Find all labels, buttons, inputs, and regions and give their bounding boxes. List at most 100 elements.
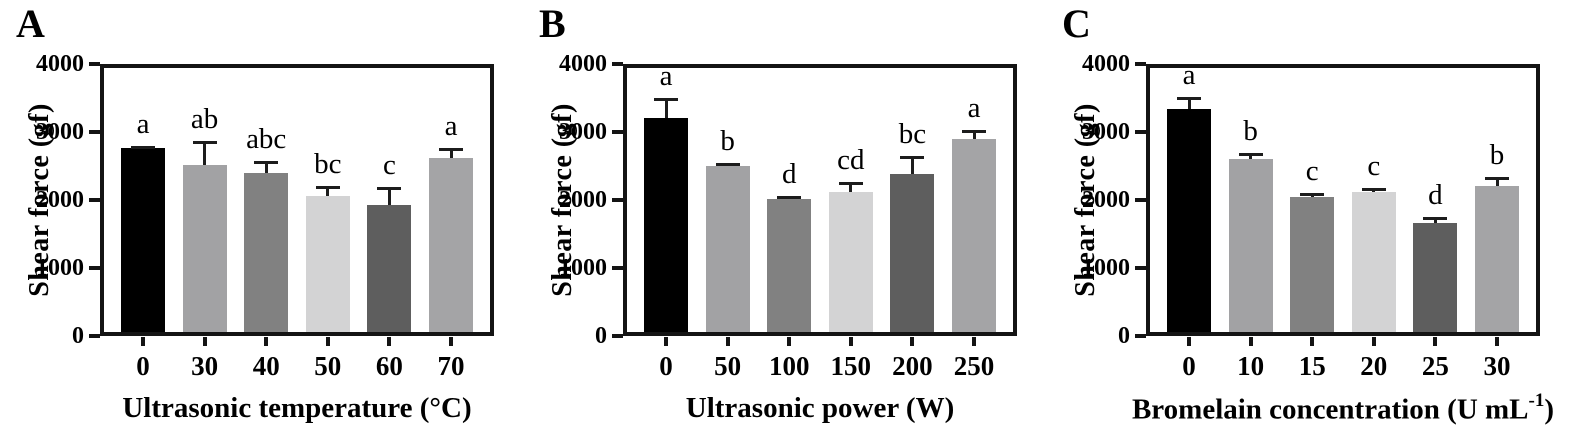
bar-B-50 (705, 166, 750, 336)
error-bar-line-C-25 (1433, 217, 1437, 224)
y-axis-tick-label-1000: 1000 (36, 255, 84, 281)
error-bar-cap-A-50 (315, 185, 340, 189)
significance-letter-C-25: d (1428, 179, 1443, 211)
significance-letter-C-15: c (1305, 154, 1319, 187)
significance-letter-B-200: bc (898, 118, 927, 151)
x-axis-tick-label-C-0: 0 (1182, 351, 1196, 381)
y-axis-tick-label-4000: 4000 (559, 51, 607, 77)
error-bar-line-B-150 (849, 182, 853, 192)
bar-B-100 (767, 199, 812, 336)
significance-letter-A-30: ab (190, 103, 219, 136)
bar-C-25 (1413, 223, 1458, 336)
panel-b-label: B (539, 1, 566, 46)
error-bar-cap-A-60 (377, 187, 402, 191)
bar-A-30 (182, 165, 227, 336)
significance-letter-A-70: a (444, 109, 458, 142)
error-bar-cap-A-30 (192, 141, 217, 145)
x-axis-tick-C-0 (1187, 337, 1191, 346)
significance-letter-A-40: abc (246, 122, 287, 155)
significance-letter-A-0: a (136, 107, 150, 140)
y-axis-tick-3000 (89, 130, 100, 134)
significance-letter-C-0: a (1182, 58, 1196, 91)
panel-a-plot-area: a ab abc bc c a (100, 64, 494, 336)
panel-a: A Shear force (gf) a ab abc bc c a Ultrasonic… (0, 0, 523, 443)
x-axis-tick-B-0 (664, 337, 668, 346)
x-axis-tick-A-0 (141, 337, 145, 346)
error-bar-cap-C-25 (1423, 217, 1448, 220)
significance-letter-A-50: bc (314, 147, 342, 180)
error-bar-cap-B-50 (715, 162, 740, 166)
x-axis-tick-C-25 (1433, 337, 1438, 346)
error-bar-cap-C-30 (1485, 176, 1509, 180)
error-bar-cap-A-0 (131, 145, 155, 149)
x-axis-tick-label-B-50: 50 (714, 351, 742, 381)
y-axis-tick-3000 (612, 130, 623, 134)
x-axis-tick-label-A-30: 30 (191, 351, 219, 381)
error-bar-cap-B-250 (962, 129, 986, 133)
significance-letter-B-250: a (967, 91, 981, 124)
y-axis-tick-label-2000: 2000 (36, 187, 84, 213)
y-axis-tick-label-3000: 3000 (36, 119, 84, 145)
significance-letter-B-0: a (659, 60, 673, 92)
panel-c-label: C (1062, 1, 1091, 46)
significance-letter-A-60: c (382, 149, 396, 182)
x-axis-title-text: ) (1544, 393, 1555, 426)
x-axis-tick-A-50 (325, 337, 330, 346)
y-axis-tick-label-3000: 3000 (1082, 119, 1130, 145)
error-bar-line-C-0 (1187, 97, 1191, 109)
y-axis-tick-label-0: 0 (595, 323, 607, 349)
x-axis-tick-label-A-40: 40 (252, 351, 280, 381)
significance-letter-B-50: b (720, 124, 735, 157)
x-axis-tick-label-A-60: 60 (375, 351, 403, 381)
significance-letter-C-10: b (1243, 115, 1258, 148)
bar-B-0 (644, 117, 688, 336)
bar-A-0 (121, 148, 165, 336)
error-bar-line-B-0 (664, 98, 668, 118)
x-axis-tick-C-15 (1310, 337, 1315, 346)
x-axis-tick-label-B-0: 0 (659, 351, 673, 381)
panel-a-x-axis-title: Ultrasonic temperature (°C) (122, 392, 472, 424)
y-axis-tick-0 (1135, 334, 1146, 338)
error-bar-cap-C-10 (1238, 153, 1263, 157)
x-axis-tick-B-100 (787, 337, 792, 346)
y-axis-tick-3000 (1135, 130, 1146, 134)
bar-B-200 (890, 174, 935, 336)
x-axis-tick-B-50 (725, 337, 730, 346)
y-axis-tick-2000 (89, 198, 100, 202)
error-bar-cap-B-200 (900, 156, 925, 160)
error-bar-line-A-70 (449, 147, 453, 158)
x-axis-tick-label-B-250: 250 (953, 351, 995, 381)
y-axis-tick-0 (89, 334, 100, 338)
bar-A-60 (367, 205, 412, 336)
x-axis-tick-A-60 (387, 337, 392, 346)
error-bar-line-C-30 (1495, 176, 1499, 186)
x-axis-tick-C-20 (1371, 337, 1376, 346)
panel-c-x-axis-title: Bromelain concentration (U mL-1) (1130, 390, 1556, 427)
y-axis-tick-2000 (612, 198, 623, 202)
x-axis-tick-label-B-100: 100 (768, 351, 810, 381)
bar-C-20 (1351, 191, 1396, 336)
error-bar-cap-C-15 (1300, 192, 1325, 196)
x-axis-tick-A-40 (264, 337, 269, 346)
error-bar-cap-C-0 (1177, 96, 1201, 100)
y-axis-tick-label-4000: 4000 (1082, 51, 1130, 77)
x-axis-tick-label-A-50: 50 (314, 351, 342, 381)
y-axis-tick-1000 (612, 266, 623, 270)
y-axis-tick-label-2000: 2000 (1082, 187, 1130, 213)
y-axis-tick-0 (612, 334, 623, 338)
bar-C-15 (1290, 197, 1335, 336)
y-axis-tick-4000 (89, 62, 100, 66)
panel-b-x-axis-title: Ultrasonic power (W) (685, 392, 955, 424)
x-axis-tick-label-C-10: 10 (1237, 351, 1265, 381)
x-axis-tick-label-A-0: 0 (136, 351, 150, 381)
x-axis-tick-B-150 (848, 337, 853, 346)
x-axis-tick-A-70 (449, 337, 453, 346)
bar-A-70 (429, 157, 473, 336)
x-axis-title-text: Bromelain concentration (U mL (1131, 393, 1529, 426)
y-axis-tick-label-2000: 2000 (559, 187, 607, 213)
error-bar-cap-C-20 (1361, 188, 1386, 192)
y-axis-tick-label-1000: 1000 (1082, 255, 1130, 281)
panel-c-plot-area: a b c c d b (1146, 58, 1540, 336)
